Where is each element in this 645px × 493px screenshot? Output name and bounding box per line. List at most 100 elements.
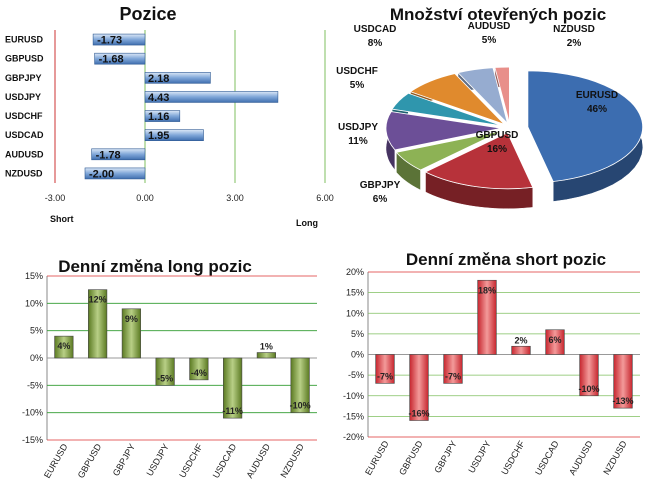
- pie-slice-name: USDJPY: [338, 122, 378, 133]
- pozice-value-label: 4.43: [148, 92, 169, 104]
- pozice-value-label: -2.00: [89, 168, 114, 180]
- long-change-chart: 15% 10% 5% 0% -5% -10% -15% 4% EURUSD 12% GBPUSD 9%…: [22, 271, 317, 480]
- bar: [545, 329, 565, 355]
- x-category-label: USDJPY: [466, 439, 492, 475]
- x-category-label: GBPJPY: [111, 442, 137, 478]
- bar: [121, 308, 141, 359]
- x-category-label: USDCAD: [211, 442, 239, 480]
- x-category-label: GBPUSD: [397, 439, 425, 477]
- pozice-value-label: 2.18: [148, 73, 169, 85]
- pozice-category-label: GBPJPY: [5, 73, 42, 83]
- pie-slice-name: GBPUSD: [476, 130, 519, 141]
- pie-slice-percent: 46%: [587, 104, 607, 115]
- y-tick-label: -15%: [343, 411, 364, 421]
- pie-slice: [385, 111, 502, 151]
- pie-slice-percent: 2%: [567, 38, 582, 49]
- pie-slice: [391, 92, 503, 127]
- pie-slice-name: GBPJPY: [360, 180, 401, 191]
- x-category-label: GBPJPY: [432, 439, 458, 475]
- pie-slice-percent: 11%: [348, 136, 368, 147]
- pie-slice-percent: 8%: [368, 38, 383, 49]
- y-tick-label: -10%: [22, 408, 43, 418]
- pozice-category-label: USDCAD: [5, 130, 44, 140]
- pie-slice-name: USDCAD: [354, 24, 397, 35]
- bar-value-label: 9%: [125, 314, 138, 324]
- y-tick-label: 5%: [30, 326, 43, 336]
- pozice-category-label: USDJPY: [5, 92, 41, 102]
- pie-slice-name: NZDUSD: [553, 24, 595, 35]
- bar: [54, 335, 74, 359]
- short-axis-label: Short: [50, 214, 74, 224]
- y-tick-label: 10%: [346, 308, 364, 318]
- x-category-label: USDCAD: [533, 439, 561, 477]
- y-tick-label: -20%: [343, 432, 364, 442]
- bar-value-label: -13%: [612, 396, 633, 406]
- pie-slice-name: AUDUSD: [468, 21, 511, 32]
- bar-value-label: -7%: [377, 371, 393, 381]
- y-tick-label: 0%: [30, 353, 43, 363]
- y-tick-label: 0%: [351, 350, 364, 360]
- bar: [189, 357, 209, 381]
- bar-value-label: -4%: [191, 368, 207, 378]
- y-tick-label: 20%: [346, 267, 364, 277]
- x-category-label: NZDUSD: [601, 439, 629, 477]
- bar-value-label: 2%: [514, 335, 527, 345]
- pozice-bar: [84, 167, 146, 180]
- bar-value-label: -11%: [222, 406, 243, 416]
- y-tick-label: -5%: [348, 370, 364, 380]
- x-category-label: USDCHF: [177, 442, 205, 480]
- bar-value-label: -10%: [578, 384, 599, 394]
- pozice-value-label: 1.95: [148, 130, 169, 142]
- pie-chart: EURUSD 46% GBPUSD 16% GBPJPY 6% USDJPY 11% USDCH…: [336, 21, 644, 209]
- pozice-bar: [94, 52, 146, 65]
- bar: [477, 279, 497, 355]
- pozice-value-label: -1.73: [97, 35, 122, 47]
- pie-slice: [527, 70, 643, 182]
- pie-title: Množství otevřených pozic: [390, 5, 606, 24]
- bar: [88, 289, 108, 359]
- pozice-value-label: -1.78: [96, 149, 121, 161]
- short-change-chart: 20% 15% 10% 5% 0% -5% -10% -15% -20% -7% EURUSD -16…: [343, 267, 640, 477]
- y-tick-label: 15%: [346, 288, 364, 298]
- y-tick-label: -15%: [22, 435, 43, 445]
- bar: [256, 352, 276, 359]
- bar: [223, 357, 243, 419]
- bar: [443, 354, 463, 384]
- pie-slice-name: EURUSD: [576, 90, 618, 101]
- pie-slice: [395, 130, 503, 171]
- pie-slice: [424, 132, 534, 190]
- short-title: Denní změna short pozic: [406, 250, 606, 269]
- pozice-category-label: NZDUSD: [5, 168, 43, 178]
- bar-value-label: 12%: [89, 295, 107, 305]
- bar-value-label: 6%: [548, 335, 561, 345]
- pozice-tick-label: 6.00: [316, 193, 334, 203]
- x-category-label: AUDUSD: [244, 442, 272, 480]
- y-tick-label: -10%: [343, 391, 364, 401]
- pie-slice-percent: 6%: [373, 194, 388, 205]
- x-category-label: AUDUSD: [567, 439, 595, 477]
- bar-value-label: -10%: [290, 401, 311, 411]
- bar-value-label: -16%: [408, 409, 429, 419]
- y-tick-label: 5%: [351, 329, 364, 339]
- long-title: Denní změna long pozic: [58, 257, 252, 276]
- pozice-value-label: -1.68: [99, 54, 124, 66]
- pozice-bar: [91, 148, 146, 161]
- bar: [290, 357, 310, 413]
- bar: [613, 354, 633, 409]
- pie-slice-percent: 5%: [482, 35, 497, 46]
- pie-slice-percent: 16%: [487, 144, 507, 155]
- bar: [579, 354, 599, 397]
- pozice-title: Pozice: [119, 4, 176, 24]
- pie-slice: [457, 67, 509, 125]
- bar-value-label: 4%: [57, 341, 70, 351]
- pie-slice-name: USDCHF: [336, 66, 378, 77]
- x-category-label: USDCHF: [499, 439, 527, 477]
- pozice-category-label: AUDUSD: [5, 149, 44, 159]
- y-tick-label: -5%: [27, 380, 43, 390]
- pozice-bar: [144, 110, 181, 122]
- x-category-label: GBPUSD: [76, 442, 104, 480]
- pozice-bar: [92, 33, 146, 46]
- pozice-bar: [144, 91, 279, 103]
- x-category-label: NZDUSD: [278, 442, 306, 480]
